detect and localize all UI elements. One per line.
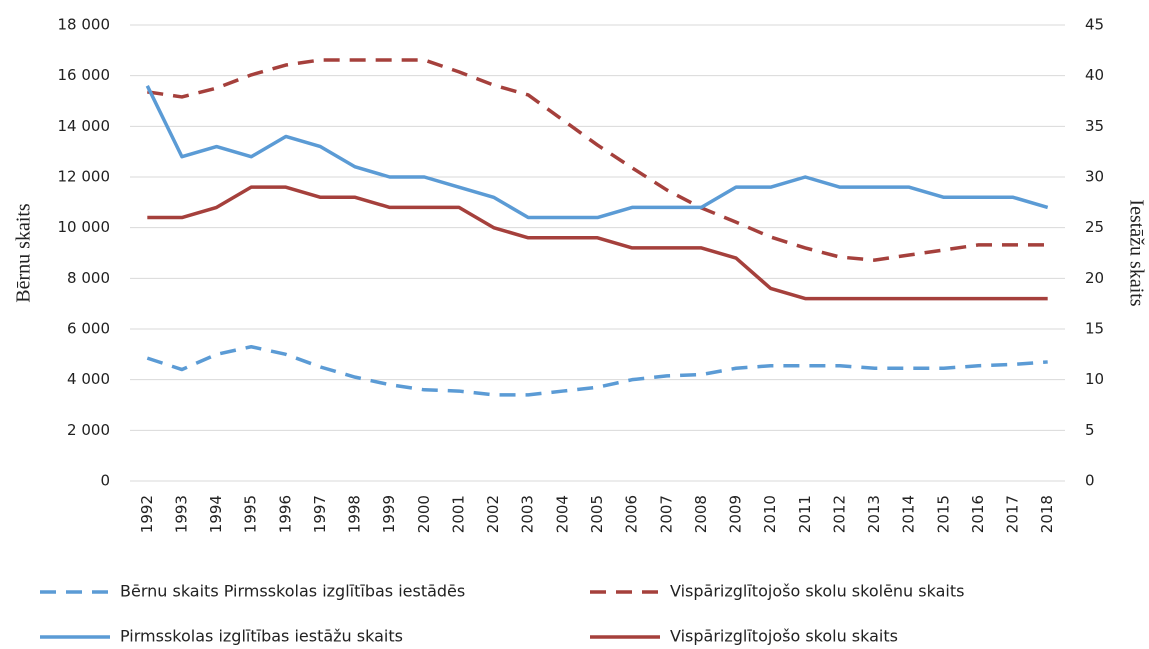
y2-tick-label: 5	[1085, 421, 1095, 439]
x-tick-label: 2017	[1004, 495, 1022, 533]
x-tick-label: 2014	[900, 495, 918, 533]
y2-tick-label: 20	[1085, 269, 1104, 287]
y-tick-label: 4 000	[67, 370, 110, 388]
y2-axis-label: Iestāžu skaits	[1125, 199, 1147, 306]
x-tick-label: 2002	[484, 495, 502, 533]
x-tick-label: 2001	[449, 495, 467, 533]
x-tick-label: 2015	[934, 495, 952, 533]
y-tick-label: 6 000	[67, 320, 110, 338]
x-tick-label: 1997	[311, 495, 329, 533]
x-tick-label: 1993	[172, 495, 190, 533]
x-tick-label: 1999	[380, 495, 398, 533]
series-line	[146, 344, 1048, 397]
y-tick-label: 14 000	[58, 117, 111, 135]
x-tick-label: 2016	[969, 495, 987, 533]
y-tick-label: 16 000	[58, 66, 111, 84]
x-tick-label: 2010	[761, 495, 779, 533]
legend-label: Vispārizglītojošo skolu skolēnu skaits	[670, 582, 964, 601]
y2-tick-label: 0	[1085, 472, 1095, 490]
x-tick-label: 2000	[415, 495, 433, 533]
x-tick-label: 2018	[1038, 495, 1056, 533]
legend-label: Pirmsskolas izglītības iestāžu skaits	[120, 627, 403, 646]
series-line	[145, 85, 1049, 220]
legend-label: Bērnu skaits Pirmsskolas izglītības iest…	[120, 582, 465, 601]
y2-tick-label: 25	[1085, 218, 1104, 236]
x-tick-label: 2006	[623, 495, 641, 533]
y-tick-label: 10 000	[58, 218, 111, 236]
y2-tick-label: 15	[1085, 320, 1104, 338]
x-tick-label: 2008	[692, 495, 710, 533]
series-line	[147, 58, 1048, 262]
y2-tick-label: 35	[1085, 117, 1104, 135]
x-tick-label: 1998	[346, 495, 364, 533]
y2-tick-label: 10	[1085, 370, 1104, 388]
x-tick-label: 1994	[207, 495, 225, 533]
y2-tick-label: 40	[1085, 66, 1104, 84]
x-tick-label: 2009	[727, 495, 745, 533]
x-tick-label: 1995	[242, 495, 260, 533]
x-tick-label: 2011	[796, 495, 814, 533]
y-axis-label: Bērnu skaits	[13, 203, 35, 303]
x-tick-label: 1996	[276, 495, 294, 533]
x-tick-label: 2004	[553, 495, 571, 533]
y-tick-label: 12 000	[58, 168, 111, 186]
x-tick-label: 2003	[519, 495, 537, 533]
series-line	[147, 185, 1048, 301]
y-tick-label: 2 000	[67, 421, 110, 439]
x-tick-label: 2007	[657, 495, 675, 533]
x-tick-label: 2005	[588, 495, 606, 533]
x-tick-label: 1992	[138, 495, 156, 533]
y-tick-label: 8 000	[67, 269, 110, 287]
legend-label: Vispārizglītojošo skolu skaits	[670, 627, 898, 646]
y-tick-label: 0	[100, 472, 110, 490]
x-tick-label: 2012	[830, 495, 848, 533]
y-tick-label: 18 000	[58, 16, 111, 34]
x-tick-label: 2013	[865, 495, 883, 533]
y2-tick-label: 45	[1085, 16, 1104, 34]
y2-tick-label: 30	[1085, 168, 1104, 186]
